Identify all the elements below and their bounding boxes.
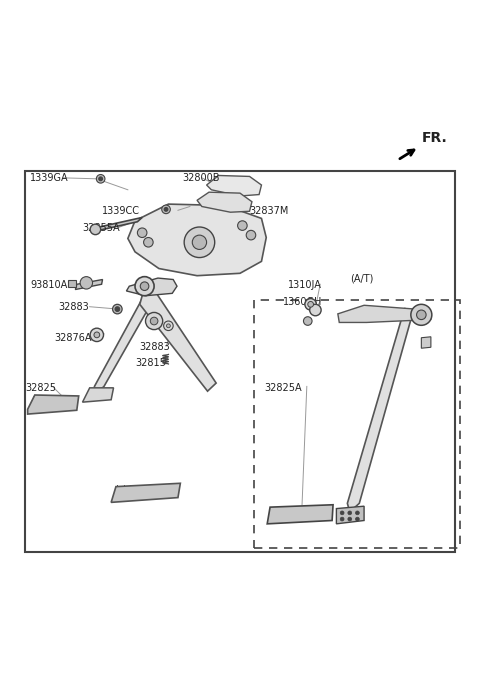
Circle shape [411, 304, 432, 325]
Bar [25, 171, 455, 553]
Circle shape [246, 230, 256, 240]
Polygon shape [83, 388, 114, 402]
Circle shape [340, 517, 344, 521]
Polygon shape [95, 217, 142, 232]
Circle shape [150, 317, 158, 325]
Circle shape [144, 238, 153, 247]
Circle shape [90, 224, 101, 235]
Text: FR.: FR. [421, 132, 447, 145]
Text: (A/T): (A/T) [350, 273, 373, 283]
Polygon shape [421, 337, 431, 348]
Circle shape [115, 307, 120, 312]
Circle shape [356, 511, 360, 514]
Polygon shape [126, 278, 177, 296]
Circle shape [340, 511, 344, 514]
Text: 32883: 32883 [140, 342, 170, 352]
Polygon shape [348, 308, 412, 512]
Polygon shape [336, 506, 364, 524]
Text: 1310JA: 1310JA [288, 280, 322, 290]
Text: 32825: 32825 [25, 383, 56, 393]
Text: 32883: 32883 [59, 301, 89, 312]
Circle shape [308, 301, 313, 307]
Circle shape [356, 517, 360, 521]
Text: 93810A: 93810A [30, 280, 67, 290]
Circle shape [145, 312, 163, 329]
Circle shape [192, 235, 206, 249]
Polygon shape [28, 395, 79, 414]
Text: 32815: 32815 [135, 358, 166, 368]
Polygon shape [75, 279, 103, 290]
Circle shape [238, 221, 247, 230]
Polygon shape [128, 204, 266, 275]
Polygon shape [206, 175, 262, 196]
Circle shape [303, 316, 312, 325]
Circle shape [99, 177, 103, 181]
Circle shape [96, 175, 105, 183]
Polygon shape [267, 505, 333, 524]
Text: 32800B: 32800B [183, 173, 220, 183]
Circle shape [348, 517, 352, 521]
Polygon shape [68, 280, 76, 287]
Circle shape [94, 332, 100, 338]
Circle shape [305, 299, 316, 310]
Circle shape [135, 277, 154, 296]
Text: 1360GH: 1360GH [283, 297, 323, 307]
Circle shape [162, 205, 170, 214]
Circle shape [310, 304, 321, 316]
Polygon shape [140, 286, 216, 391]
Text: 1339CC: 1339CC [102, 206, 140, 216]
Polygon shape [95, 282, 159, 395]
Circle shape [140, 282, 149, 290]
Circle shape [164, 208, 168, 211]
Bar [254, 299, 459, 548]
Polygon shape [111, 484, 180, 502]
Circle shape [113, 304, 122, 314]
Text: 1339GA: 1339GA [30, 173, 69, 183]
Circle shape [417, 310, 426, 320]
Circle shape [80, 277, 93, 289]
Circle shape [90, 328, 104, 342]
Text: 32876A: 32876A [54, 333, 91, 342]
Text: 32825A: 32825A [264, 383, 301, 393]
Polygon shape [197, 192, 252, 212]
Circle shape [184, 227, 215, 258]
Text: 32855A: 32855A [83, 223, 120, 233]
Circle shape [348, 511, 352, 514]
Text: 32837M: 32837M [250, 206, 289, 216]
Circle shape [164, 321, 173, 331]
Circle shape [167, 324, 170, 327]
Circle shape [137, 228, 147, 238]
Polygon shape [338, 306, 431, 323]
